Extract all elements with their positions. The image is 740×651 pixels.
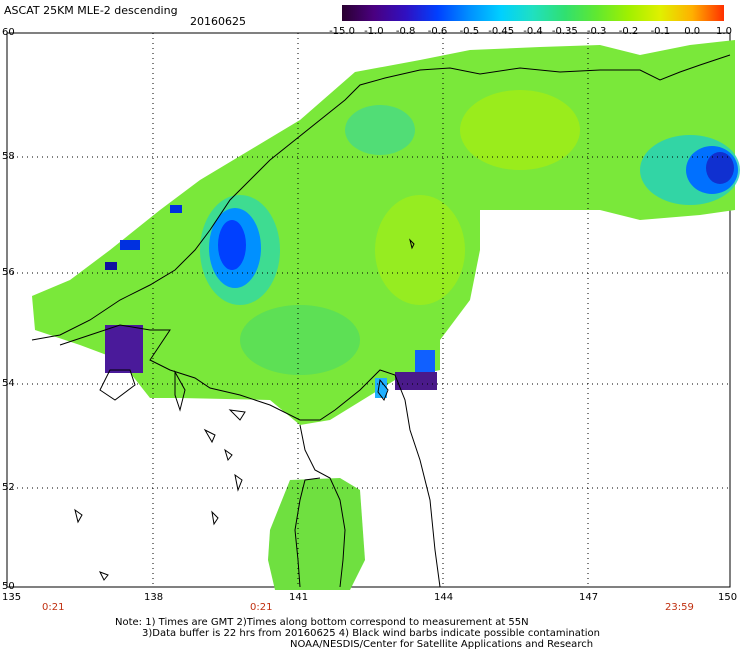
lat-label-50: 50 [2, 581, 15, 592]
time-label-1: 0:21 [42, 602, 65, 613]
map-frame [6, 32, 731, 588]
colorbar-label: -15.0 [329, 26, 355, 37]
lat-label-52: 52 [2, 482, 15, 493]
lon-label-147: 147 [579, 592, 599, 603]
lon-label-138: 138 [144, 592, 164, 603]
colorbar-label: -0.1 [650, 26, 671, 37]
colorbar-label: 1.0 [716, 26, 732, 37]
lon-label-150: 150 [718, 592, 738, 603]
product-title: ASCAT 25KM MLE-2 descending [4, 4, 178, 17]
colorbar-label: -0.4 [523, 26, 543, 37]
footer-note-1: Note: 1) Times are GMT 2)Times along bot… [115, 617, 529, 628]
lon-label-135: 135 [2, 592, 22, 603]
lon-label-144: 144 [434, 592, 454, 603]
colorbar-label: -0.2 [618, 26, 639, 37]
colorbar-label: -0.35 [551, 26, 578, 37]
data-texture [105, 90, 740, 398]
lat-label-58: 58 [2, 151, 15, 162]
colorbar-label: -0.45 [488, 26, 515, 37]
colorbar [342, 5, 724, 21]
coastline [31, 54, 731, 588]
lat-label-56: 56 [2, 267, 15, 278]
lon-label-141: 141 [289, 592, 309, 603]
colorbar-gradient [342, 5, 724, 21]
lat-label-60: 60 [2, 27, 15, 38]
lat-label-54: 54 [2, 378, 15, 389]
colorbar-label: -0.5 [459, 26, 480, 37]
footer-note-3: NOAA/NESDIS/Center for Satellite Applica… [290, 639, 594, 650]
colorbar-label: -0.3 [586, 26, 607, 37]
footer-note-2: 3)Data buffer is 22 hrs from 20160625 4)… [142, 628, 600, 639]
colorbar-label: -1.0 [364, 26, 384, 37]
product-date: 20160625 [190, 15, 246, 28]
colorbar-label: 0.0 [684, 26, 701, 37]
graticule [7, 33, 730, 587]
time-label-2: 0:21 [250, 602, 273, 613]
time-label-3: 23:59 [665, 602, 694, 613]
colorbar-label: -0.6 [427, 26, 448, 37]
colorbar-label: -0.8 [395, 26, 416, 37]
